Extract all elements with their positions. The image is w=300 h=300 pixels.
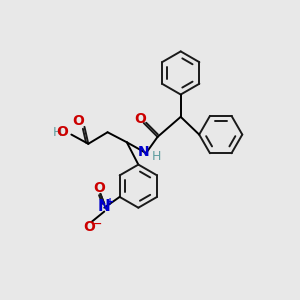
Text: O: O [134, 112, 146, 126]
Text: N: N [138, 145, 150, 159]
Text: O: O [93, 181, 105, 195]
Text: N: N [98, 200, 111, 214]
Text: −: − [93, 219, 102, 229]
Text: +: + [106, 196, 114, 206]
Text: O: O [56, 125, 68, 139]
Text: H: H [152, 150, 161, 164]
Text: H: H [53, 126, 62, 139]
Text: O: O [72, 114, 84, 128]
Text: O: O [83, 220, 95, 234]
